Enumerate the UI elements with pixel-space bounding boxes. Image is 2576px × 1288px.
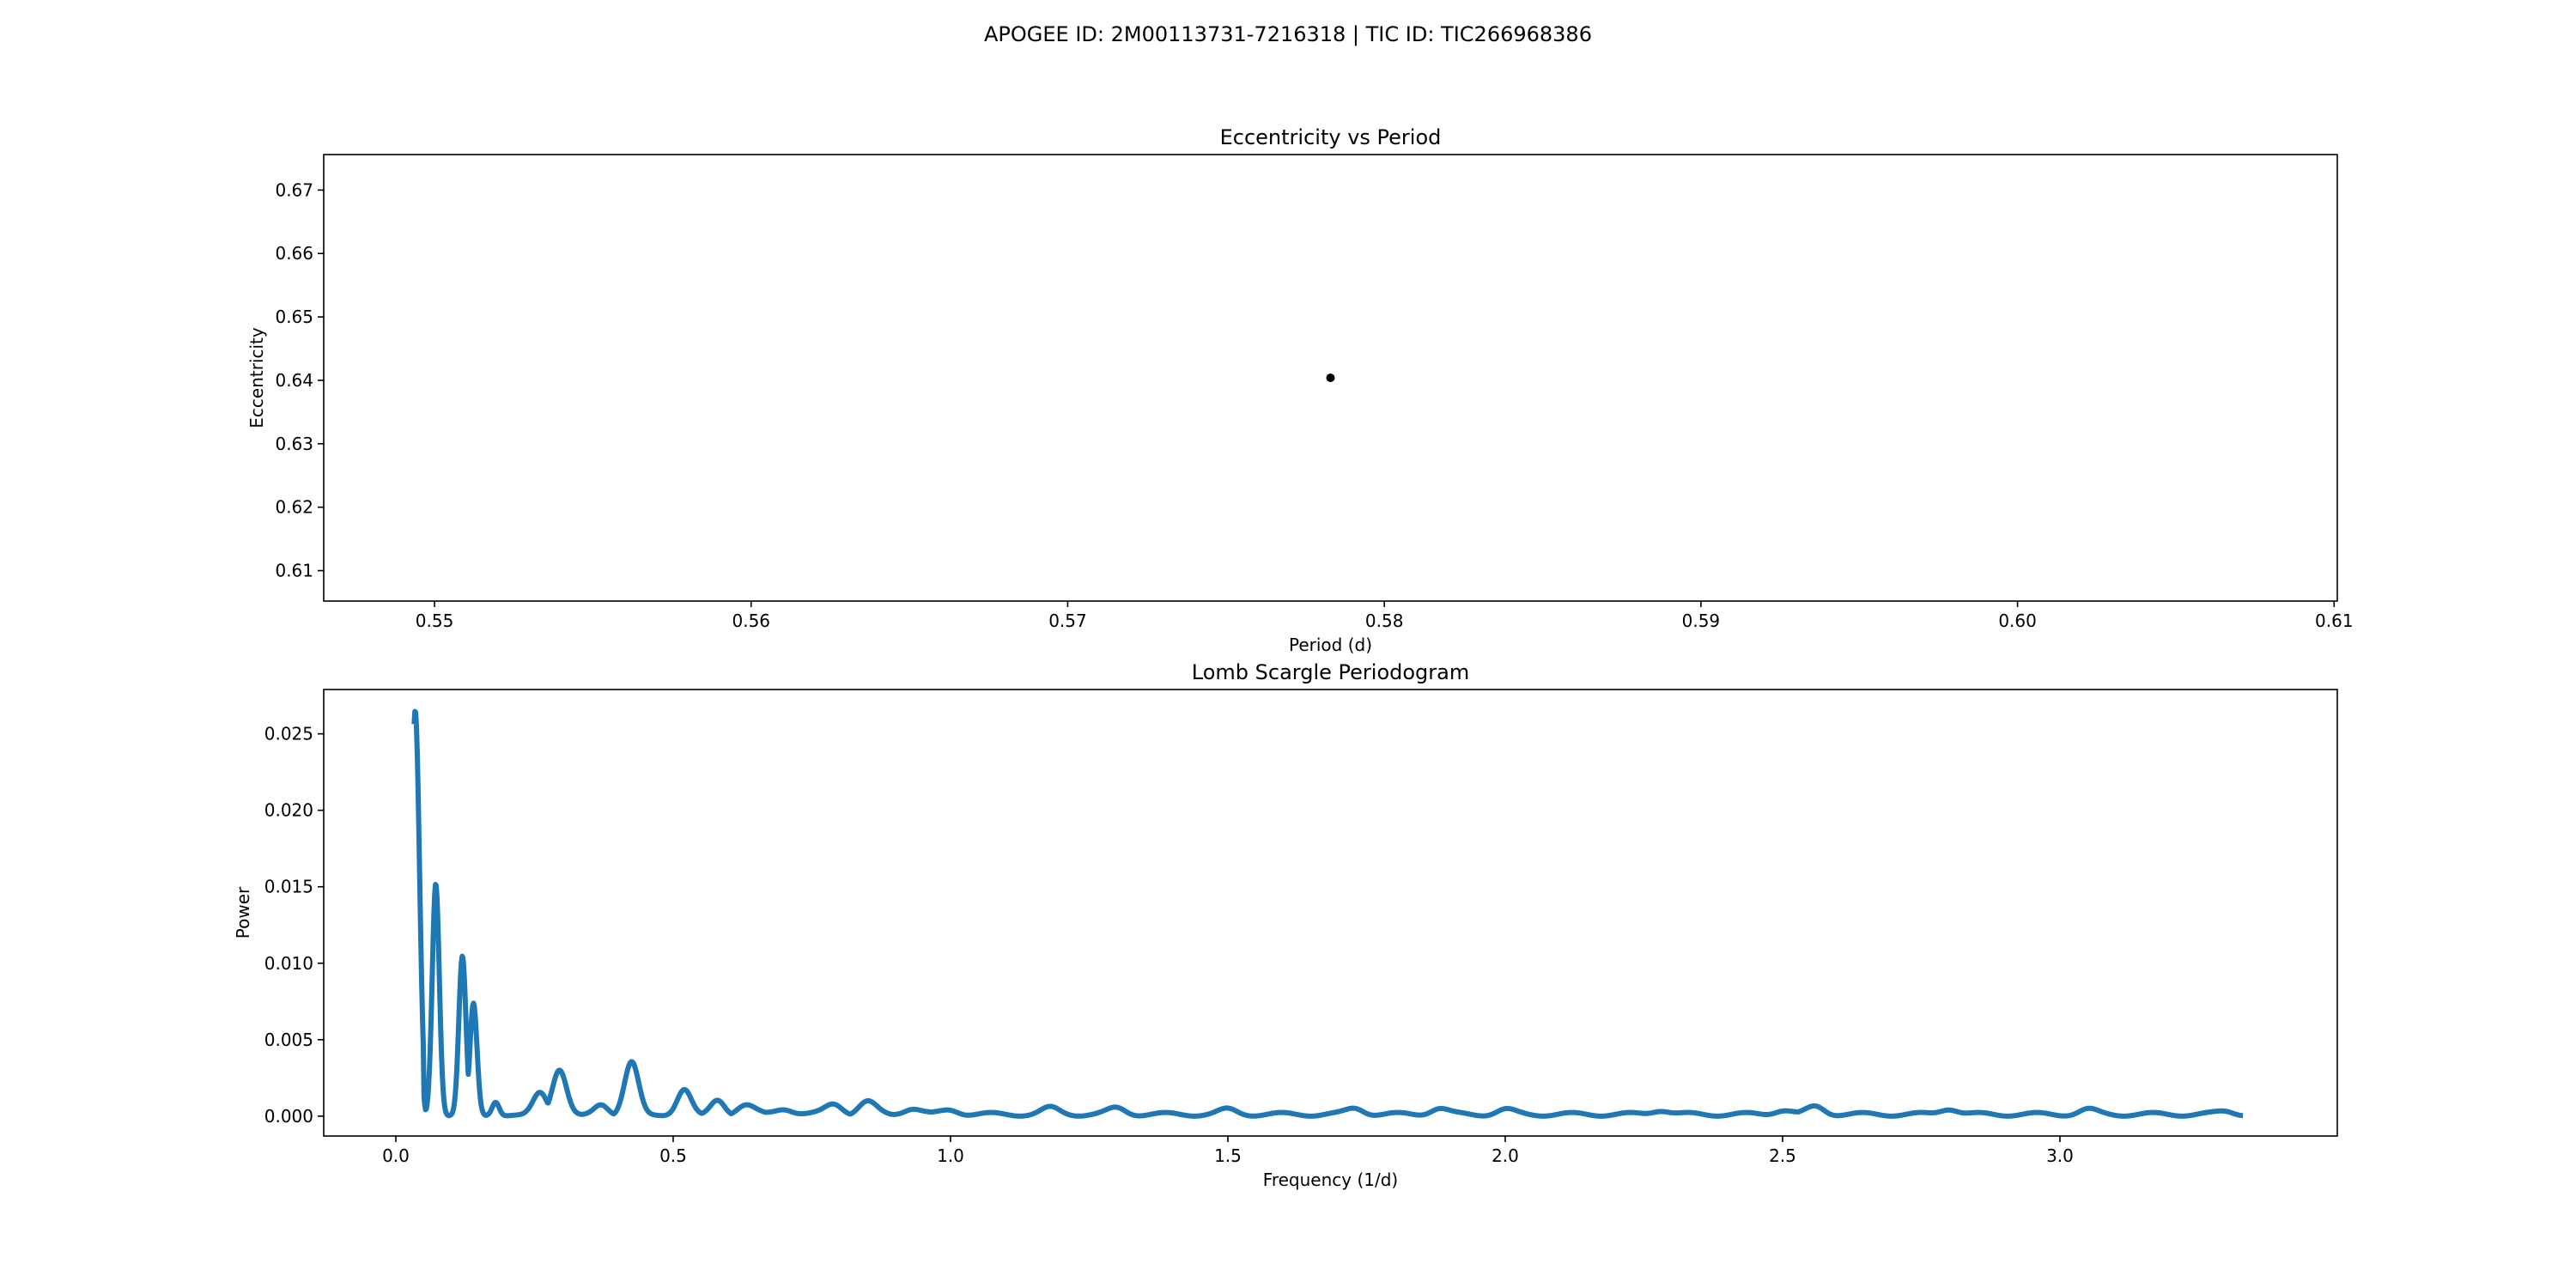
x-tick-label: 0.60 — [1998, 611, 2037, 631]
y-tick-label: 0.65 — [275, 307, 313, 327]
y-tick-label: 0.015 — [264, 877, 313, 897]
x-tick-label: 0.5 — [659, 1145, 687, 1166]
x-tick-label: 0.58 — [1365, 611, 1404, 631]
x-tick-label: 0.56 — [732, 611, 770, 631]
figure-suptitle: APOGEE ID: 2M00113731-7216318 | TIC ID: … — [984, 22, 1592, 46]
y-tick-label: 0.67 — [275, 179, 313, 200]
scatter-point — [1326, 374, 1335, 382]
y-tick-label: 0.005 — [264, 1030, 313, 1050]
x-tick-label: 0.0 — [382, 1145, 410, 1166]
y-tick-label: 0.025 — [264, 724, 313, 744]
x-tick-label: 0.55 — [416, 611, 454, 631]
y-tick-label: 0.61 — [275, 561, 313, 581]
x-tick-label: 1.5 — [1214, 1145, 1242, 1166]
x-tick-label: 0.59 — [1682, 611, 1721, 631]
x-tick-label: 1.0 — [937, 1145, 964, 1166]
y-axis-label: Eccentricity — [246, 327, 267, 428]
chart-title: Eccentricity vs Period — [1220, 125, 1442, 149]
periodogram-line — [411, 708, 2245, 1119]
chart-title: Lomb Scargle Periodogram — [1192, 660, 1469, 684]
y-tick-label: 0.62 — [275, 497, 313, 518]
x-tick-label: 3.0 — [2046, 1145, 2074, 1166]
x-axis-label: Frequency (1/d) — [1263, 1170, 1398, 1190]
lomb-scargle-periodogram-chart: Lomb Scargle Periodogram 0.0 0.5 1.0 1.5 2.0 2… — [233, 660, 2338, 1190]
y-tick-label: 0.020 — [264, 800, 313, 821]
x-tick-label: 2.5 — [1769, 1145, 1796, 1166]
axes-frame — [323, 689, 2338, 1137]
x-axis-label: Period (d) — [1289, 635, 1372, 655]
eccentricity-vs-period-chart: Eccentricity vs Period 0.55 0.56 0.57 0.58 0.… — [246, 125, 2354, 655]
y-tick-label: 0.63 — [275, 434, 313, 454]
y-tick-label: 0.66 — [275, 243, 313, 264]
y-tick-label: 0.64 — [275, 370, 313, 391]
x-tick-label: 2.0 — [1492, 1145, 1519, 1166]
y-tick-label: 0.010 — [264, 953, 313, 974]
y-tick-label: 0.000 — [264, 1106, 313, 1127]
x-tick-label: 0.57 — [1048, 611, 1087, 631]
x-tick-label: 0.61 — [2315, 611, 2354, 631]
y-axis-label: Power — [233, 886, 253, 939]
axes-frame — [323, 154, 2338, 602]
